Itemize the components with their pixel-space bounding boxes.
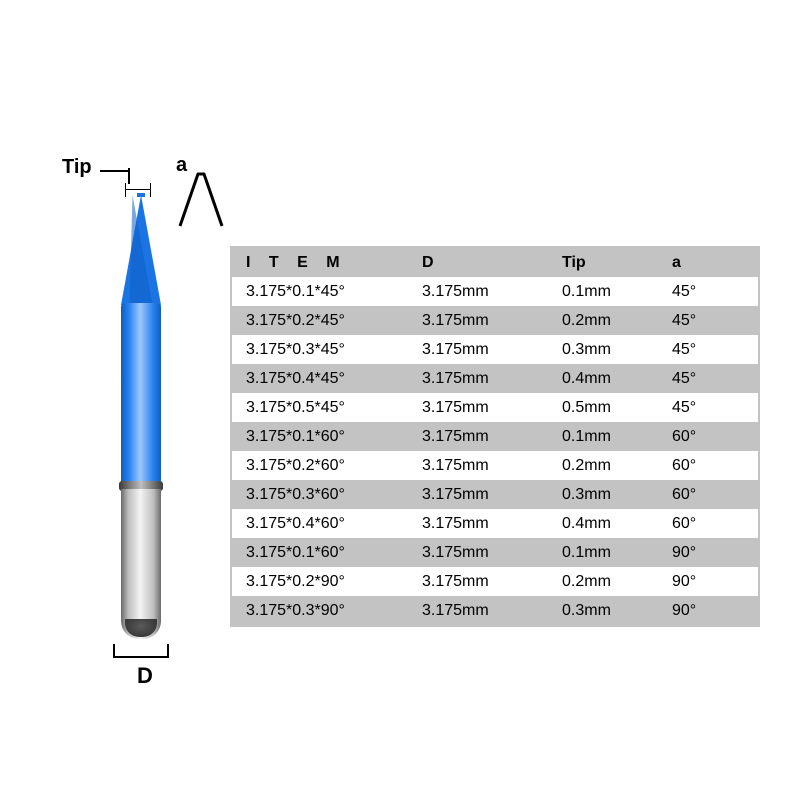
table-cell: 3.175mm xyxy=(422,515,562,533)
table-row: 3.175*0.1*45°3.175mm0.1mm45° xyxy=(232,277,758,306)
table-row: 3.175*0.4*60°3.175mm0.4mm60° xyxy=(232,509,758,538)
tip-pointer-line xyxy=(100,170,128,172)
table-cell: 3.175*0.4*45° xyxy=(232,370,422,388)
tip-label: Tip xyxy=(62,156,92,179)
table-row: 3.175*0.4*45°3.175mm0.4mm45° xyxy=(232,364,758,393)
table-header: I T E M D Tip a xyxy=(232,248,758,277)
col-tip: Tip xyxy=(562,254,672,272)
table-row: 3.175*0.2*45°3.175mm0.2mm45° xyxy=(232,306,758,335)
table-cell: 0.1mm xyxy=(562,428,672,446)
table-cell: 0.5mm xyxy=(562,399,672,417)
table-cell: 3.175*0.4*60° xyxy=(232,515,422,533)
table-row: 3.175*0.3*60°3.175mm0.3mm60° xyxy=(232,480,758,509)
d-bracket-icon xyxy=(113,644,169,658)
table-cell: 3.175*0.3*90° xyxy=(232,602,422,620)
table-row: 3.175*0.1*60°3.175mm0.1mm90° xyxy=(232,538,758,567)
table-cell: 0.2mm xyxy=(562,457,672,475)
table-cell: 45° xyxy=(672,370,758,388)
table-cell: 3.175*0.3*45° xyxy=(232,341,422,359)
d-label: D xyxy=(137,663,153,689)
table-cell: 3.175mm xyxy=(422,544,562,562)
table-cell: 3.175mm xyxy=(422,399,562,417)
col-d: D xyxy=(422,254,562,272)
table-cell: 0.2mm xyxy=(562,573,672,591)
table-cell: 60° xyxy=(672,486,758,504)
table-row: 3.175*0.3*90°3.175mm0.3mm90° xyxy=(232,596,758,625)
table-cell: 0.3mm xyxy=(562,602,672,620)
table-cell: 3.175mm xyxy=(422,573,562,591)
table-cell: 3.175mm xyxy=(422,283,562,301)
table-cell: 45° xyxy=(672,283,758,301)
table-row: 3.175*0.3*45°3.175mm0.3mm45° xyxy=(232,335,758,364)
table-cell: 3.175mm xyxy=(422,486,562,504)
angle-sketch-icon xyxy=(172,168,228,228)
table-cell: 3.175mm xyxy=(422,602,562,620)
table-cell: 0.2mm xyxy=(562,312,672,330)
table-cell: 3.175mm xyxy=(422,370,562,388)
table-cell: 3.175*0.2*60° xyxy=(232,457,422,475)
table-cell: 90° xyxy=(672,602,758,620)
col-a: a xyxy=(672,254,758,272)
col-item: I T E M xyxy=(232,254,422,272)
table-body: 3.175*0.1*45°3.175mm0.1mm45°3.175*0.2*45… xyxy=(232,277,758,625)
table-cell: 3.175mm xyxy=(422,312,562,330)
table-cell: 45° xyxy=(672,341,758,359)
table-cell: 0.4mm xyxy=(562,370,672,388)
table-cell: 3.175mm xyxy=(422,341,562,359)
table-cell: 0.1mm xyxy=(562,283,672,301)
table-cell: 0.1mm xyxy=(562,544,672,562)
table-cell: 3.175*0.2*45° xyxy=(232,312,422,330)
table-cell: 3.175mm xyxy=(422,428,562,446)
table-cell: 3.175*0.1*45° xyxy=(232,283,422,301)
table-cell: 60° xyxy=(672,428,758,446)
table-row: 3.175*0.2*60°3.175mm0.2mm60° xyxy=(232,451,758,480)
table-cell: 60° xyxy=(672,515,758,533)
table-cell: 0.3mm xyxy=(562,486,672,504)
spec-table: I T E M D Tip a 3.175*0.1*45°3.175mm0.1m… xyxy=(230,246,760,627)
table-cell: 0.4mm xyxy=(562,515,672,533)
engraving-bit-illustration xyxy=(119,195,163,635)
table-cell: 0.3mm xyxy=(562,341,672,359)
table-row: 3.175*0.2*90°3.175mm0.2mm90° xyxy=(232,567,758,596)
table-row: 3.175*0.5*45°3.175mm0.5mm45° xyxy=(232,393,758,422)
table-cell: 3.175*0.1*60° xyxy=(232,544,422,562)
table-cell: 3.175mm xyxy=(422,457,562,475)
table-cell: 3.175*0.2*90° xyxy=(232,573,422,591)
table-row: 3.175*0.1*60°3.175mm0.1mm60° xyxy=(232,422,758,451)
table-cell: 45° xyxy=(672,399,758,417)
table-cell: 90° xyxy=(672,573,758,591)
table-cell: 3.175*0.1*60° xyxy=(232,428,422,446)
table-cell: 60° xyxy=(672,457,758,475)
table-cell: 90° xyxy=(672,544,758,562)
table-cell: 3.175*0.5*45° xyxy=(232,399,422,417)
table-cell: 45° xyxy=(672,312,758,330)
table-cell: 3.175*0.3*60° xyxy=(232,486,422,504)
